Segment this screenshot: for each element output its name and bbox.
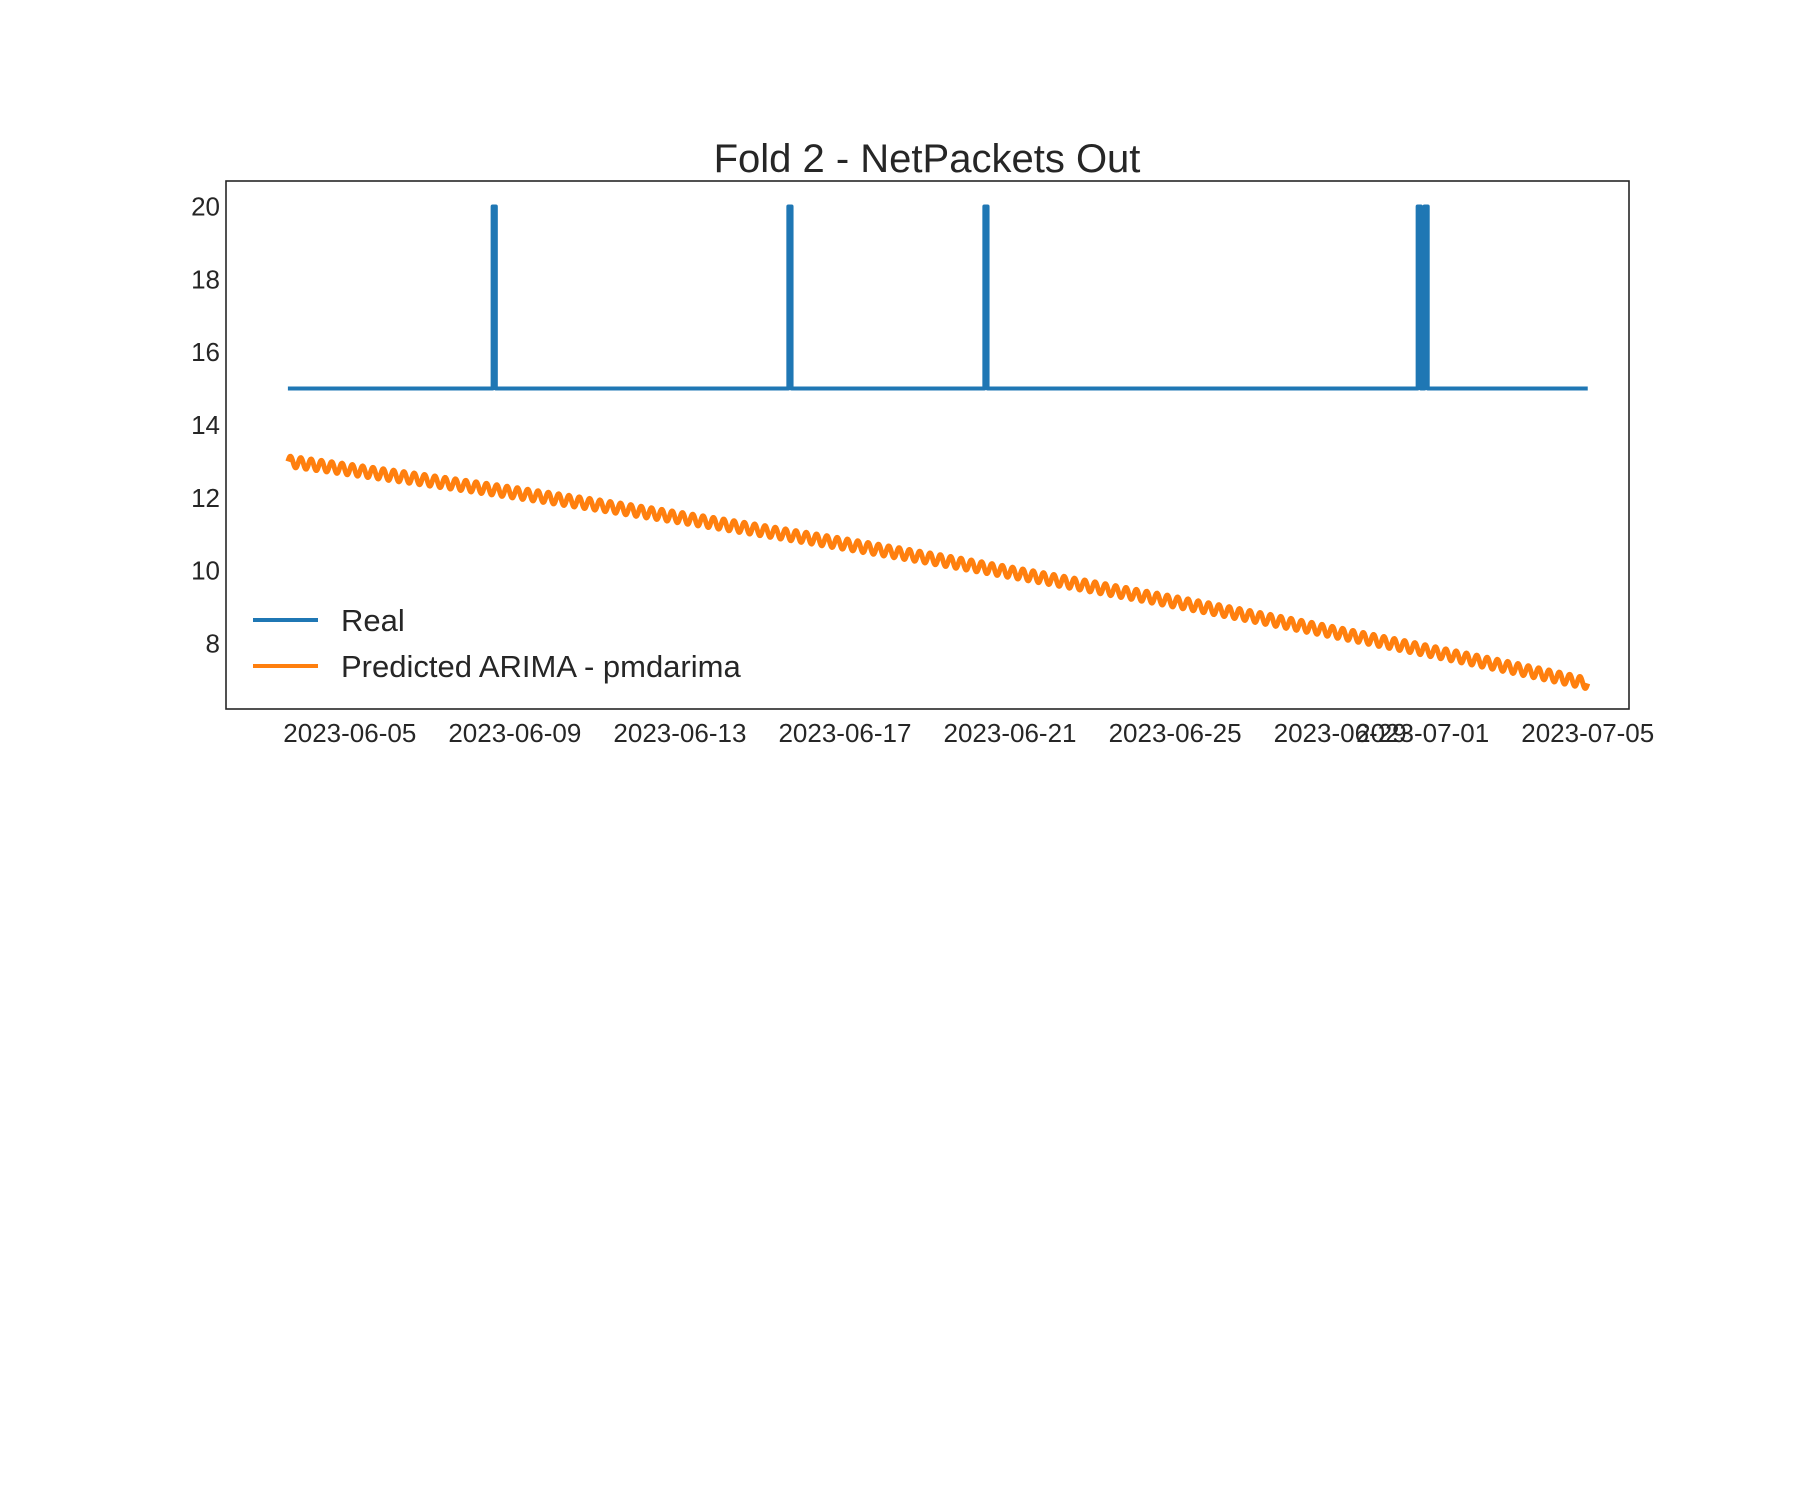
y-tick-label: 10	[191, 556, 220, 586]
x-tick-label: 2023-06-13	[613, 718, 746, 748]
x-tick-label: 2023-06-25	[1109, 718, 1242, 748]
y-tick-label: 12	[191, 483, 220, 513]
x-tick-label: 2023-06-17	[778, 718, 911, 748]
x-tick-label: 2023-06-21	[944, 718, 1077, 748]
y-axis-ticks: 8 10 12 14 16 18 20	[191, 191, 220, 658]
chart-title: Fold 2 - NetPackets Out	[714, 137, 1141, 181]
y-tick-label: 20	[191, 191, 220, 221]
y-tick-label: 8	[206, 628, 220, 658]
legend-label: Predicted ARIMA - pmdarima	[341, 649, 741, 684]
x-tick-label: 2023-06-09	[448, 718, 581, 748]
y-tick-label: 16	[191, 337, 220, 367]
plot-frame	[225, 180, 1630, 710]
y-tick-label: 14	[191, 410, 220, 440]
x-tick-label: 2023-06-05	[283, 718, 416, 748]
y-tick-label: 18	[191, 264, 220, 294]
x-tick-label: 2023-06-29	[1274, 718, 1407, 748]
series-predicted-line	[285, 453, 1591, 691]
series-lines	[285, 204, 1591, 691]
legend: Real Predicted ARIMA - pmdarima	[253, 603, 741, 684]
x-tick-label: 2023-07-05	[1521, 718, 1654, 748]
series-real-line	[287, 204, 1588, 391]
x-tick-label: 2023-07-01	[1356, 718, 1489, 748]
x-axis-ticks: 2023-06-05 2023-06-09 2023-06-13 2023-06-17…	[283, 718, 1654, 748]
legend-label: Real	[341, 603, 405, 638]
